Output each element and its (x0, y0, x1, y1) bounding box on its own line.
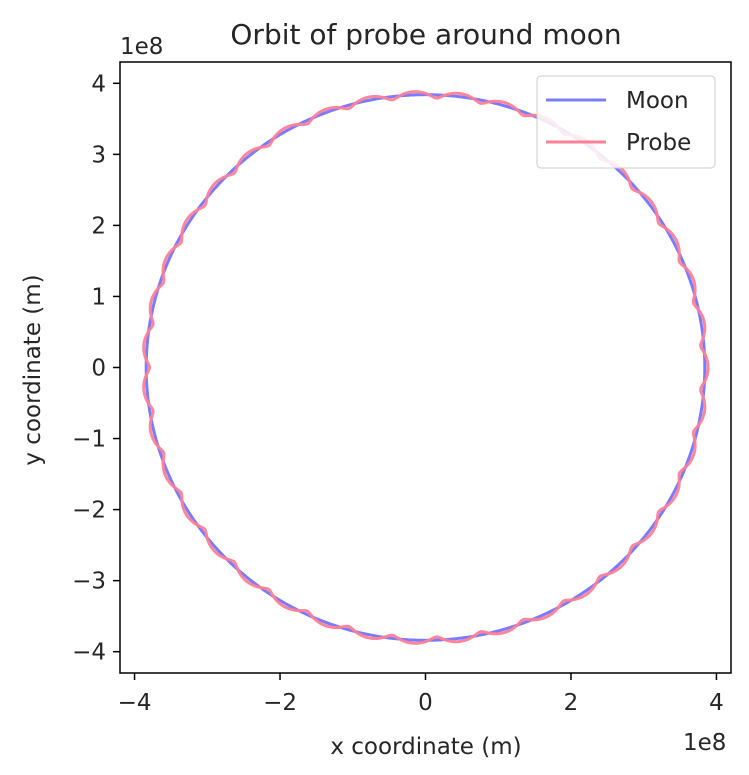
x-tick-label: 0 (418, 690, 433, 716)
y-tick-label: 4 (91, 71, 106, 97)
y-tick-label: 0 (91, 356, 106, 382)
y-axis-label: y coordinate (m) (20, 274, 46, 465)
y-tick-label: −4 (72, 640, 106, 666)
legend-moon-label: Moon (626, 88, 689, 114)
chart-title: Orbit of probe around moon (230, 18, 621, 51)
x-offset-label: 1e8 (683, 730, 726, 756)
x-axis-label: x coordinate (m) (330, 734, 521, 760)
legend: Moon Probe (536, 75, 716, 169)
x-tick-label: 2 (564, 690, 579, 716)
y-tick-label: −2 (72, 498, 106, 524)
y-tick-label: −3 (72, 569, 106, 595)
x-tick-label: 4 (709, 690, 724, 716)
y-tick-label: −1 (72, 427, 106, 453)
axis-ticks: −4 −2 0 2 4 4 3 2 1 0 −1 −2 −3 −4 (72, 61, 732, 716)
y-tick-label: 2 (91, 213, 106, 239)
y-tick-label: 1 (91, 284, 106, 310)
y-tick-label: 3 (91, 142, 106, 168)
x-tick-label: −4 (118, 690, 152, 716)
y-offset-label: 1e8 (120, 34, 163, 60)
x-tick-label: −2 (263, 690, 297, 716)
legend-probe-label: Probe (626, 130, 691, 156)
